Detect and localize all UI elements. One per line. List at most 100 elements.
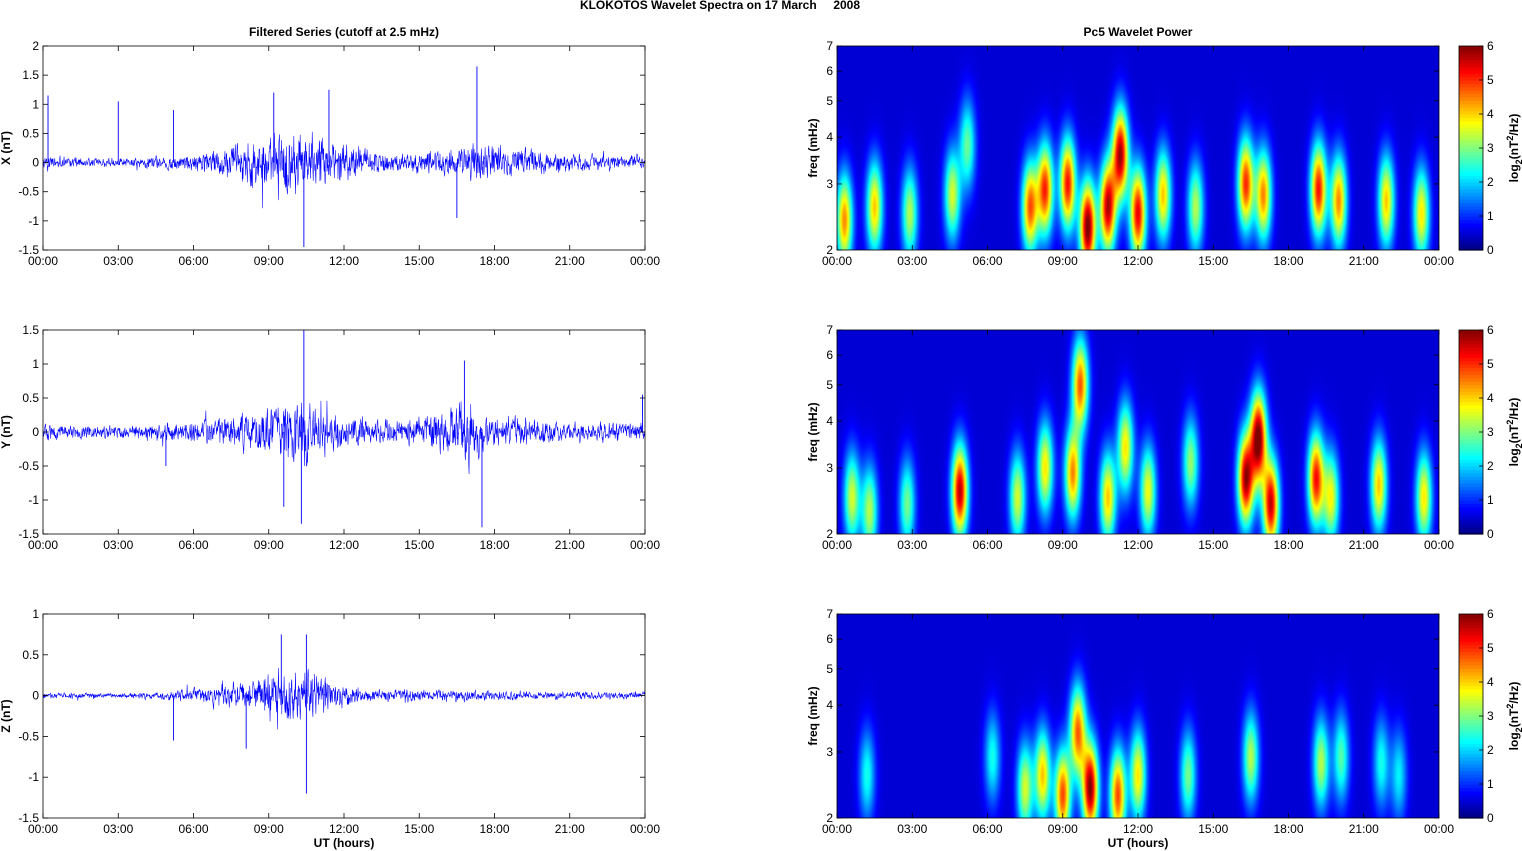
colorbar-band [1459,665,1483,669]
colorbar-band [1459,117,1483,122]
colorbar-tick-label: 0 [1487,527,1494,541]
colorbar-tick-label: 5 [1487,357,1494,371]
colorbar-tick-label: 5 [1487,73,1494,87]
colorbar-band [1459,476,1483,481]
colorbar-band [1459,202,1483,207]
colorbar-band [1459,784,1483,788]
colorbar-band [1459,709,1483,714]
colorbar-band [1459,483,1483,487]
axes-frame [42,613,646,819]
x-tick-label: 09:00 [1048,254,1078,268]
colorbar-band [1459,452,1483,457]
colorbar-band [1459,770,1483,775]
colorbar-band [1459,330,1483,334]
colorbar-band [1459,236,1483,241]
x-tick-label: 09:00 [254,822,284,836]
colorbar-label-part: 2 [1514,443,1522,448]
colorbar-band [1459,614,1483,618]
x-tick-label: 06:00 [972,538,1002,552]
colorbar-band [1459,205,1483,210]
colorbar-band [1459,763,1483,768]
colorbar-label-part: (nT [1507,140,1521,159]
x-tick-label: 00:00 [28,538,58,552]
wavelet-heatmap [837,46,1439,250]
colorbar-band [1459,530,1483,535]
y-tick-label: 1.5 [22,68,39,82]
x-tick-label: 12:00 [1123,538,1153,552]
colorbar-band [1459,719,1483,724]
x-tick-label: 21:00 [555,822,585,836]
colorbar-band [1459,496,1483,501]
y-tick-label: 7 [826,323,833,337]
colorbar-tick-label: 2 [1487,743,1494,757]
colorbar-band [1459,401,1483,406]
x-tick-label: 12:00 [329,254,359,268]
colorbar-band [1459,134,1483,139]
colorbar-band [1459,790,1483,795]
colorbar-band [1459,209,1483,214]
y-tick-label: 6 [826,64,833,78]
x-tick-label: 18:00 [1273,254,1303,268]
colorbar-band [1459,523,1483,528]
series-line [42,131,646,209]
y-tick-label: 5 [826,94,833,108]
colorbar-band [1459,161,1483,166]
x-tick-label: 15:00 [1198,254,1228,268]
colorbar-band [1459,350,1483,355]
colorbar-band [1459,185,1483,190]
colorbar-label-part: /Hz) [1507,114,1521,136]
y-tick-label: 6 [826,632,833,646]
y-tick-label: 4 [826,130,833,144]
colorbar-band [1459,374,1483,379]
colorbar-band [1459,466,1483,470]
y-tick-label: 3 [826,177,833,191]
colorbar-label-part: /Hz) [1507,398,1521,420]
colorbar-band [1459,442,1483,447]
colorbar-band [1459,733,1483,737]
colorbar-band [1459,370,1483,375]
x-tick-label: 03:00 [103,822,133,836]
colorbar-band [1459,459,1483,464]
colorbar-band [1459,137,1483,142]
colorbar-band [1459,527,1483,532]
wavelet-heatmap [837,614,1439,818]
y-tick-label: -1.5 [18,811,39,825]
colorbar-band [1459,510,1483,515]
colorbar-band [1459,158,1483,163]
colorbar-band [1459,357,1483,362]
colorbar-band [1459,472,1483,477]
x-tick-label: 15:00 [1198,538,1228,552]
colorbar-tick-label: 1 [1487,209,1494,223]
colorbar-band [1459,716,1483,720]
x-tick-label: 00:00 [822,254,852,268]
colorbar-band [1459,435,1483,440]
timeseries-panel-x: Filtered Series (cutoff at 2.5 mHz) -1.5 -… [0,25,660,268]
y-tick-label: 1 [32,357,39,371]
wavelet-heatmap [837,330,1439,534]
colorbar-band [1459,506,1483,511]
colorbar-band [1459,175,1483,180]
colorbar-band [1459,780,1483,785]
colorbar-label-part: (nT [1507,708,1521,727]
colorbar-band [1459,69,1483,74]
colorbar-band [1459,56,1483,61]
colorbar-band [1459,445,1483,450]
colorbar-band [1459,182,1483,186]
timeseries-panel-z: -1.5 -1 -0.5 0 0.5 1 Z (nT) 00:00 03:00 06:00 09:0… [0,607,660,850]
y-tick-label: 1 [32,97,39,111]
colorbar-band [1459,801,1483,805]
colorbar-band [1459,736,1483,741]
y-tick-label: 2 [32,39,39,53]
x-tick-label: 06:00 [178,538,208,552]
colorbar-band [1459,131,1483,135]
y-tick-label: 2 [826,811,833,825]
x-tick-label: 00:00 [28,822,58,836]
colorbar-band [1459,658,1483,663]
colorbar-band [1459,229,1483,234]
y-tick-label: 0 [32,425,39,439]
colorbar-band [1459,449,1483,453]
colorbar-band [1459,411,1483,416]
y-tick-label: -1 [28,493,39,507]
colorbar-band [1459,46,1483,50]
colorbar-band [1459,702,1483,707]
